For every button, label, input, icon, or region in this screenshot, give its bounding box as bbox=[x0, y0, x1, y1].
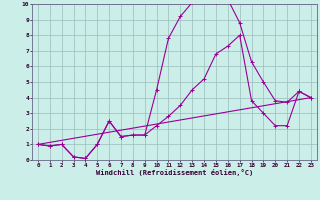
X-axis label: Windchill (Refroidissement éolien,°C): Windchill (Refroidissement éolien,°C) bbox=[96, 169, 253, 176]
